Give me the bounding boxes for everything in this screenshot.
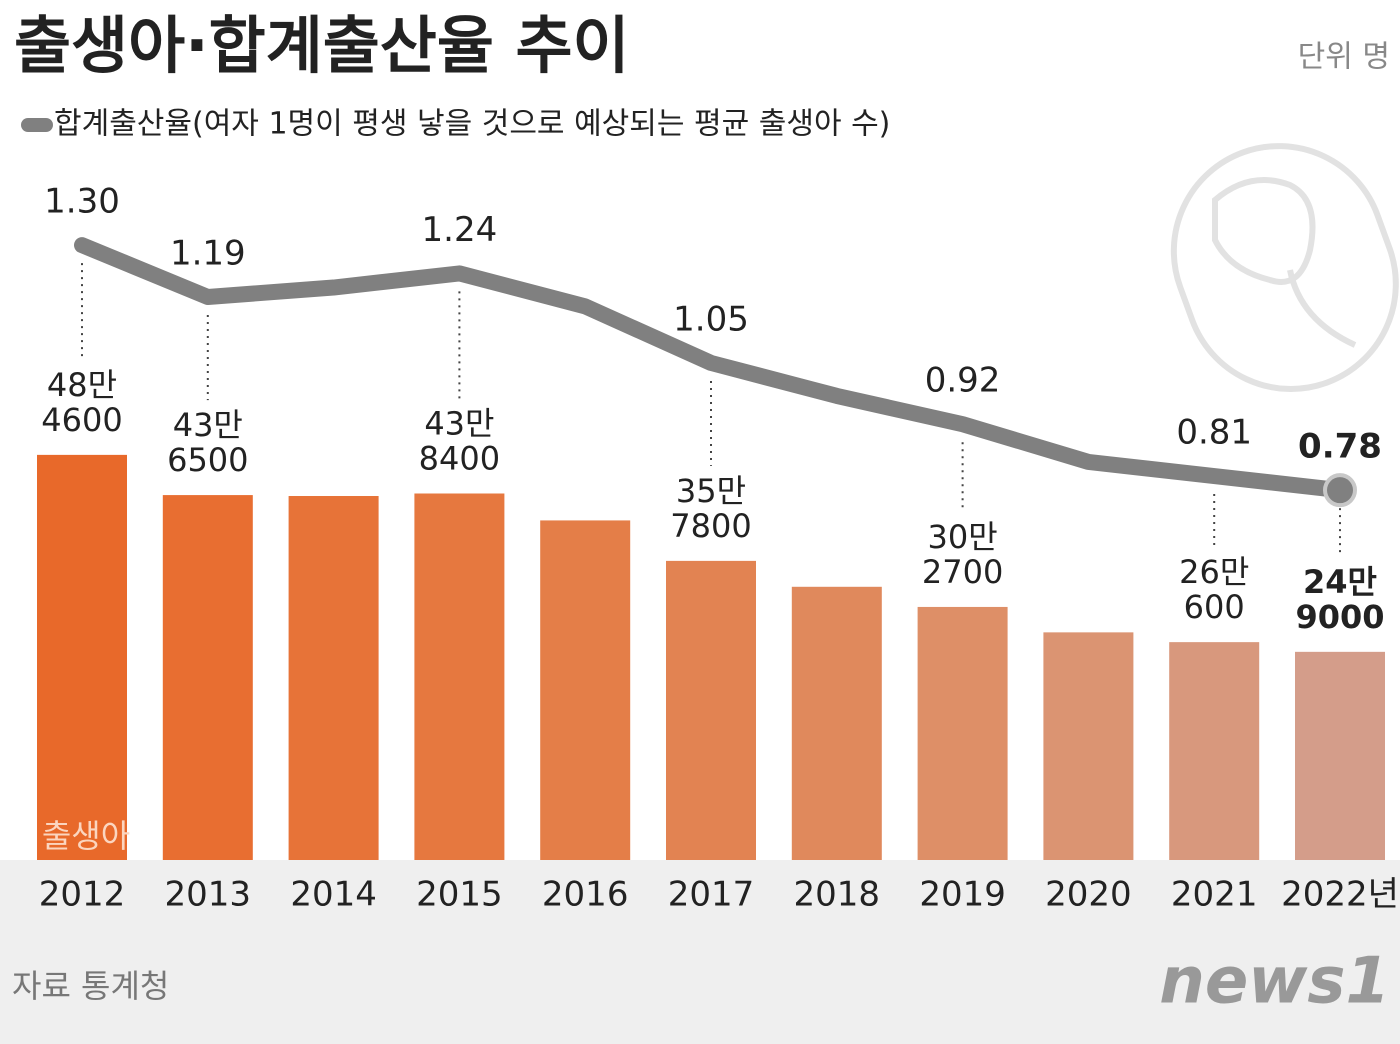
bar-value-label: 4600 bbox=[41, 401, 122, 439]
bar-value-label: 35만 bbox=[676, 472, 746, 510]
bar bbox=[162, 495, 253, 860]
bar bbox=[1043, 632, 1134, 860]
x-tick-label: 2022년 bbox=[1281, 875, 1399, 915]
bar bbox=[1169, 642, 1260, 860]
line-value-label: 0.81 bbox=[1176, 413, 1252, 453]
bar-value-label: 2700 bbox=[922, 553, 1003, 591]
line-value-label: 1.24 bbox=[422, 210, 498, 250]
bar-value-label: 8400 bbox=[419, 439, 500, 477]
line bbox=[74, 237, 1348, 499]
x-tick-label: 2015 bbox=[416, 875, 503, 915]
bar bbox=[666, 560, 756, 860]
bar bbox=[414, 493, 505, 860]
line-value-label: 1.05 bbox=[673, 299, 749, 339]
bar bbox=[1295, 651, 1385, 860]
bar bbox=[37, 454, 127, 860]
baby-icon bbox=[1170, 143, 1399, 392]
x-tick-label: 2016 bbox=[542, 875, 629, 915]
x-tick-label: 2021 bbox=[1171, 875, 1258, 915]
line-value-label: 1.30 bbox=[44, 182, 120, 222]
series-label: 출생아 bbox=[42, 817, 130, 855]
bar bbox=[917, 606, 1008, 860]
x-tick-label: 2013 bbox=[165, 875, 252, 915]
line-endpoint bbox=[1323, 473, 1357, 508]
line-value-label: 0.92 bbox=[925, 361, 1001, 401]
logo: news1 bbox=[1159, 945, 1390, 1019]
chart-title: 출생아·합계출산율 추이 bbox=[14, 9, 630, 82]
bar-value-label: 48만 bbox=[47, 366, 117, 404]
x-tick-label: 2020 bbox=[1045, 875, 1132, 915]
legend-label: 합계출산율(여자 1명이 평생 낳을 것으로 예상되는 평균 출생아 수) bbox=[54, 107, 890, 142]
bar-value-label: 600 bbox=[1184, 588, 1245, 626]
bar-value-label: 9000 bbox=[1295, 598, 1384, 636]
x-tick-label: 2018 bbox=[794, 875, 881, 915]
source: 자료 통계청 bbox=[12, 967, 169, 1005]
bar-value-label: 43만 bbox=[173, 406, 243, 444]
bar bbox=[791, 586, 882, 860]
bar-value-label: 24만 bbox=[1303, 563, 1377, 601]
x-tick-label: 2017 bbox=[668, 875, 755, 915]
line-value-label: 0.78 bbox=[1298, 427, 1382, 467]
x-tick-label: 2012 bbox=[39, 875, 126, 915]
bar-value-label: 43만 bbox=[424, 404, 494, 442]
bar-value-label: 30만 bbox=[928, 518, 998, 556]
line-value-label: 1.19 bbox=[170, 233, 246, 273]
unit-label: 단위 명 bbox=[1298, 40, 1390, 75]
x-tick-label: 2014 bbox=[290, 875, 377, 915]
bar-value-label: 7800 bbox=[670, 507, 751, 545]
footer-band bbox=[0, 860, 1400, 1044]
x-tick-label: 2019 bbox=[919, 875, 1006, 915]
bar bbox=[540, 520, 631, 860]
bar-value-label: 26만 bbox=[1179, 553, 1249, 591]
bar bbox=[288, 496, 379, 860]
bar-value-label: 6500 bbox=[167, 441, 248, 479]
